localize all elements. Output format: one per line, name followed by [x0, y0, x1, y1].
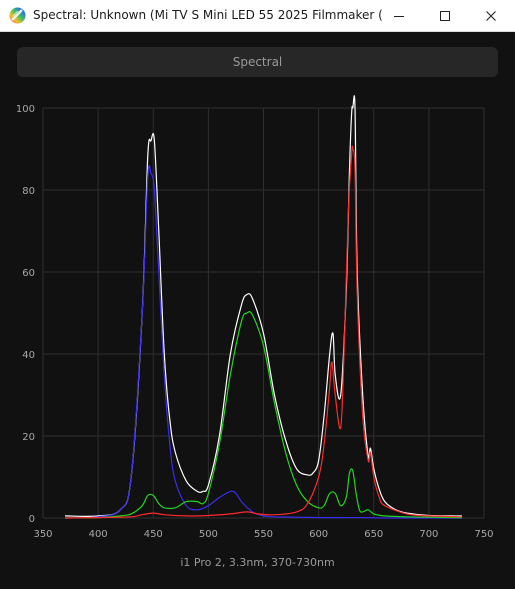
spectrum-line-1: [64, 165, 462, 519]
maximize-button[interactable]: [422, 0, 468, 31]
y-tick-label: 100: [16, 104, 35, 115]
maximize-icon: [440, 10, 450, 21]
y-tick-label: 0: [29, 514, 35, 525]
x-tick-label: 700: [419, 529, 438, 540]
y-tick-label: 40: [22, 350, 35, 361]
minimize-icon: [394, 15, 404, 17]
close-icon: [486, 10, 496, 21]
x-tick-label: 550: [254, 529, 273, 540]
measurement-caption: i1 Pro 2, 3.3nm, 370-730nm: [180, 556, 335, 569]
rainbow-disc-icon: [9, 7, 26, 24]
x-tick-label: 450: [144, 529, 163, 540]
x-tick-label: 350: [33, 529, 52, 540]
x-tick-label: 600: [309, 529, 328, 540]
x-tick-label: 650: [364, 529, 383, 540]
window-title: Spectral: Unknown (Mi TV S Mini LED 55 2…: [33, 8, 383, 22]
spectrum-line-2: [64, 311, 462, 519]
x-tick-label: 400: [89, 529, 108, 540]
spectrum-line-3: [64, 145, 462, 519]
y-tick-label: 80: [22, 186, 35, 197]
x-tick-label: 750: [474, 529, 493, 540]
y-tick-label: 20: [22, 432, 35, 443]
title-bar[interactable]: Spectral: Unknown (Mi TV S Mini LED 55 2…: [0, 0, 515, 32]
close-button[interactable]: [468, 0, 514, 31]
minimize-button[interactable]: [376, 0, 422, 31]
tab-spectral[interactable]: Spectral: [17, 47, 498, 77]
y-tick-label: 60: [22, 268, 35, 279]
spectral-chart: 350 400 450 500 550 600 650 700 750 0 20 40 60 80 100: [16, 95, 494, 540]
x-tick-label: 500: [199, 529, 218, 540]
